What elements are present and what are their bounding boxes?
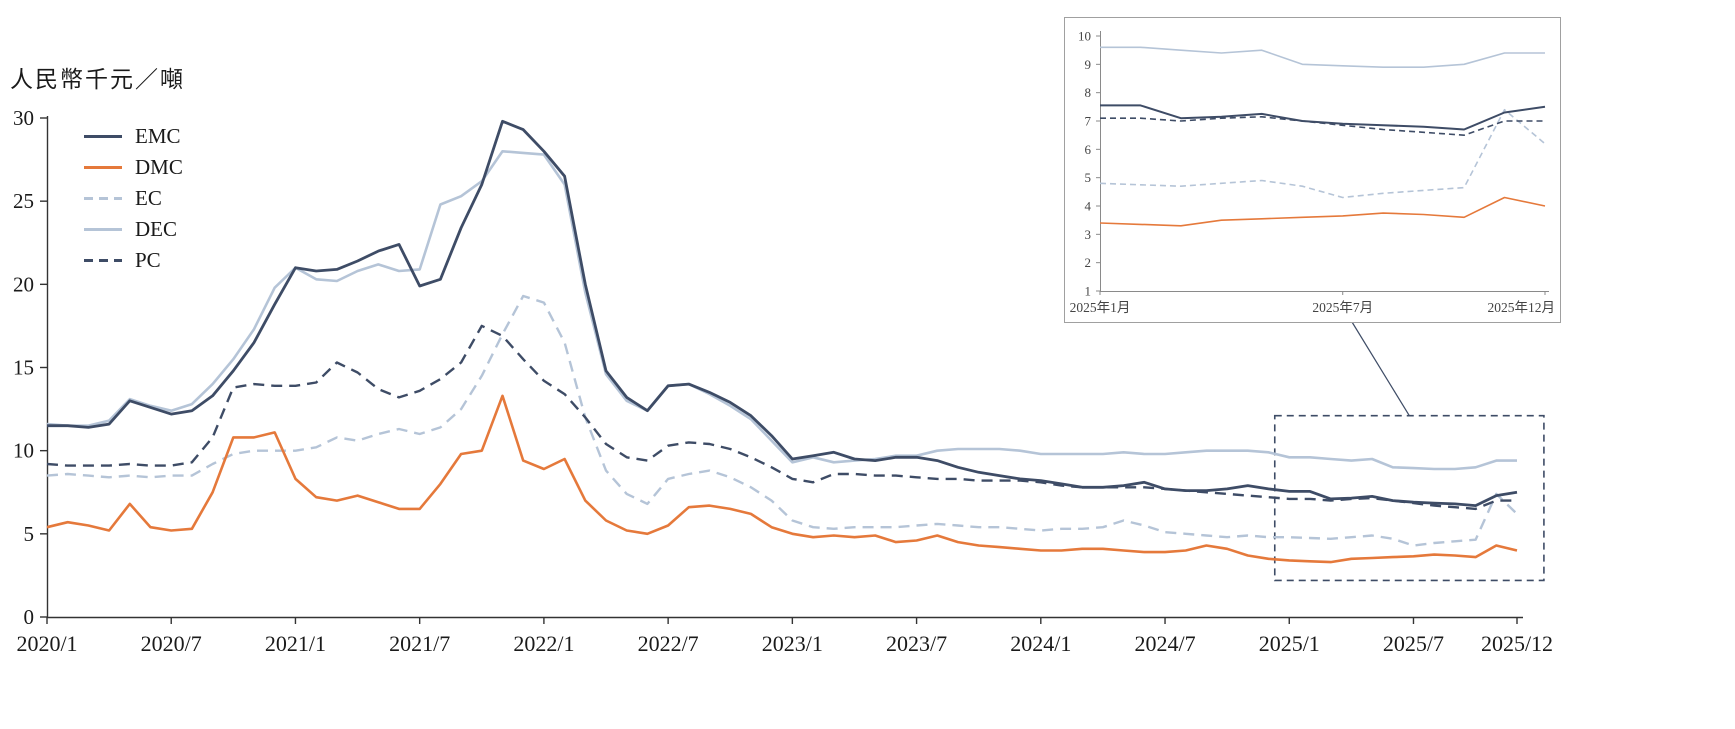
svg-text:3: 3 <box>1085 227 1092 242</box>
svg-text:2020/1: 2020/1 <box>16 631 77 656</box>
legend-label-emc: EMC <box>135 123 181 148</box>
svg-text:10: 10 <box>13 439 34 463</box>
legend-item-ec: EC <box>84 187 183 209</box>
inset-series <box>1099 46 1546 227</box>
svg-text:2: 2 <box>1085 255 1092 270</box>
svg-text:2025年7月: 2025年7月 <box>1312 300 1373 315</box>
svg-text:1: 1 <box>1085 284 1092 299</box>
svg-text:5: 5 <box>1085 170 1092 185</box>
inset-series-line-dec <box>1100 46 1545 68</box>
inset-y-ticks: 1 2 3 4 5 6 7 8 9 10 <box>1078 29 1100 299</box>
svg-text:6: 6 <box>1085 142 1092 157</box>
y-axis-title: 人民幣千元／噸 <box>10 67 185 92</box>
legend-line-sample-ec <box>84 196 122 200</box>
svg-text:2025年12月: 2025年12月 <box>1488 300 1556 315</box>
svg-text:2025/1: 2025/1 <box>1259 631 1320 656</box>
legend-line-sample-emc <box>84 134 122 138</box>
legend-line-sample-pc <box>84 258 122 262</box>
legend-item-dmc: DMC <box>84 156 183 178</box>
series-line-pc <box>46 324 1517 511</box>
svg-text:2022/1: 2022/1 <box>513 631 574 656</box>
inset-x-ticks: 2025年1月 2025年7月 2025年12月 <box>1070 291 1555 315</box>
svg-text:2025/12: 2025/12 <box>1481 631 1553 656</box>
legend-label-pc: PC <box>135 247 161 272</box>
svg-text:25: 25 <box>13 189 34 213</box>
legend-line-sample-dmc <box>84 165 122 169</box>
series-line-ec <box>46 294 1518 547</box>
svg-text:2024/1: 2024/1 <box>1010 631 1071 656</box>
legend-item-emc: EMC <box>84 125 183 147</box>
main-y-ticks: 0 5 10 15 20 25 30 <box>13 106 47 629</box>
svg-text:0: 0 <box>24 605 35 629</box>
zoom-connector-line <box>1351 321 1410 417</box>
svg-text:2021/1: 2021/1 <box>265 631 326 656</box>
svg-text:2024/7: 2024/7 <box>1134 631 1195 656</box>
series-line-emc <box>47 119 1518 507</box>
inset-series-line-emc <box>1100 104 1546 131</box>
svg-text:2022/7: 2022/7 <box>638 631 699 656</box>
svg-text:30: 30 <box>13 106 34 130</box>
main-axes <box>46 116 1523 619</box>
svg-text:5: 5 <box>24 522 35 546</box>
svg-text:10: 10 <box>1078 29 1091 44</box>
legend-line-sample-dec <box>84 227 122 231</box>
legend-label-dec: DEC <box>135 216 177 241</box>
legend-item-dec: DEC <box>84 218 183 240</box>
svg-text:9: 9 <box>1085 57 1092 72</box>
legend-label-dmc: DMC <box>135 154 183 179</box>
svg-text:2023/7: 2023/7 <box>886 631 947 656</box>
legend-item-pc: PC <box>84 249 183 271</box>
svg-text:2021/7: 2021/7 <box>389 631 450 656</box>
svg-text:2025/7: 2025/7 <box>1383 631 1444 656</box>
svg-text:2020/7: 2020/7 <box>141 631 202 656</box>
chart-legend: EMC DMC EC DEC PC <box>84 125 183 280</box>
series-line-dmc <box>46 394 1518 564</box>
inset-chart: 1 2 3 4 5 6 7 8 9 10 2025年1月 2025年7月 2025年12月 <box>1070 29 1555 316</box>
inset-series-line-ec <box>1099 108 1546 199</box>
svg-text:2025年1月: 2025年1月 <box>1070 300 1131 315</box>
svg-text:2023/1: 2023/1 <box>762 631 823 656</box>
svg-text:15: 15 <box>13 356 34 380</box>
main-x-ticks: 2020/1 2020/7 2021/1 2021/7 2022/1 2022/7 2023… <box>16 617 1553 656</box>
inset-border <box>1064 17 1561 323</box>
svg-text:20: 20 <box>13 272 34 296</box>
legend-label-ec: EC <box>135 185 162 210</box>
svg-text:4: 4 <box>1085 199 1092 214</box>
main-series <box>46 119 1518 564</box>
svg-text:7: 7 <box>1085 114 1092 129</box>
inset-series-line-dmc <box>1099 196 1546 227</box>
svg-text:8: 8 <box>1085 85 1092 100</box>
